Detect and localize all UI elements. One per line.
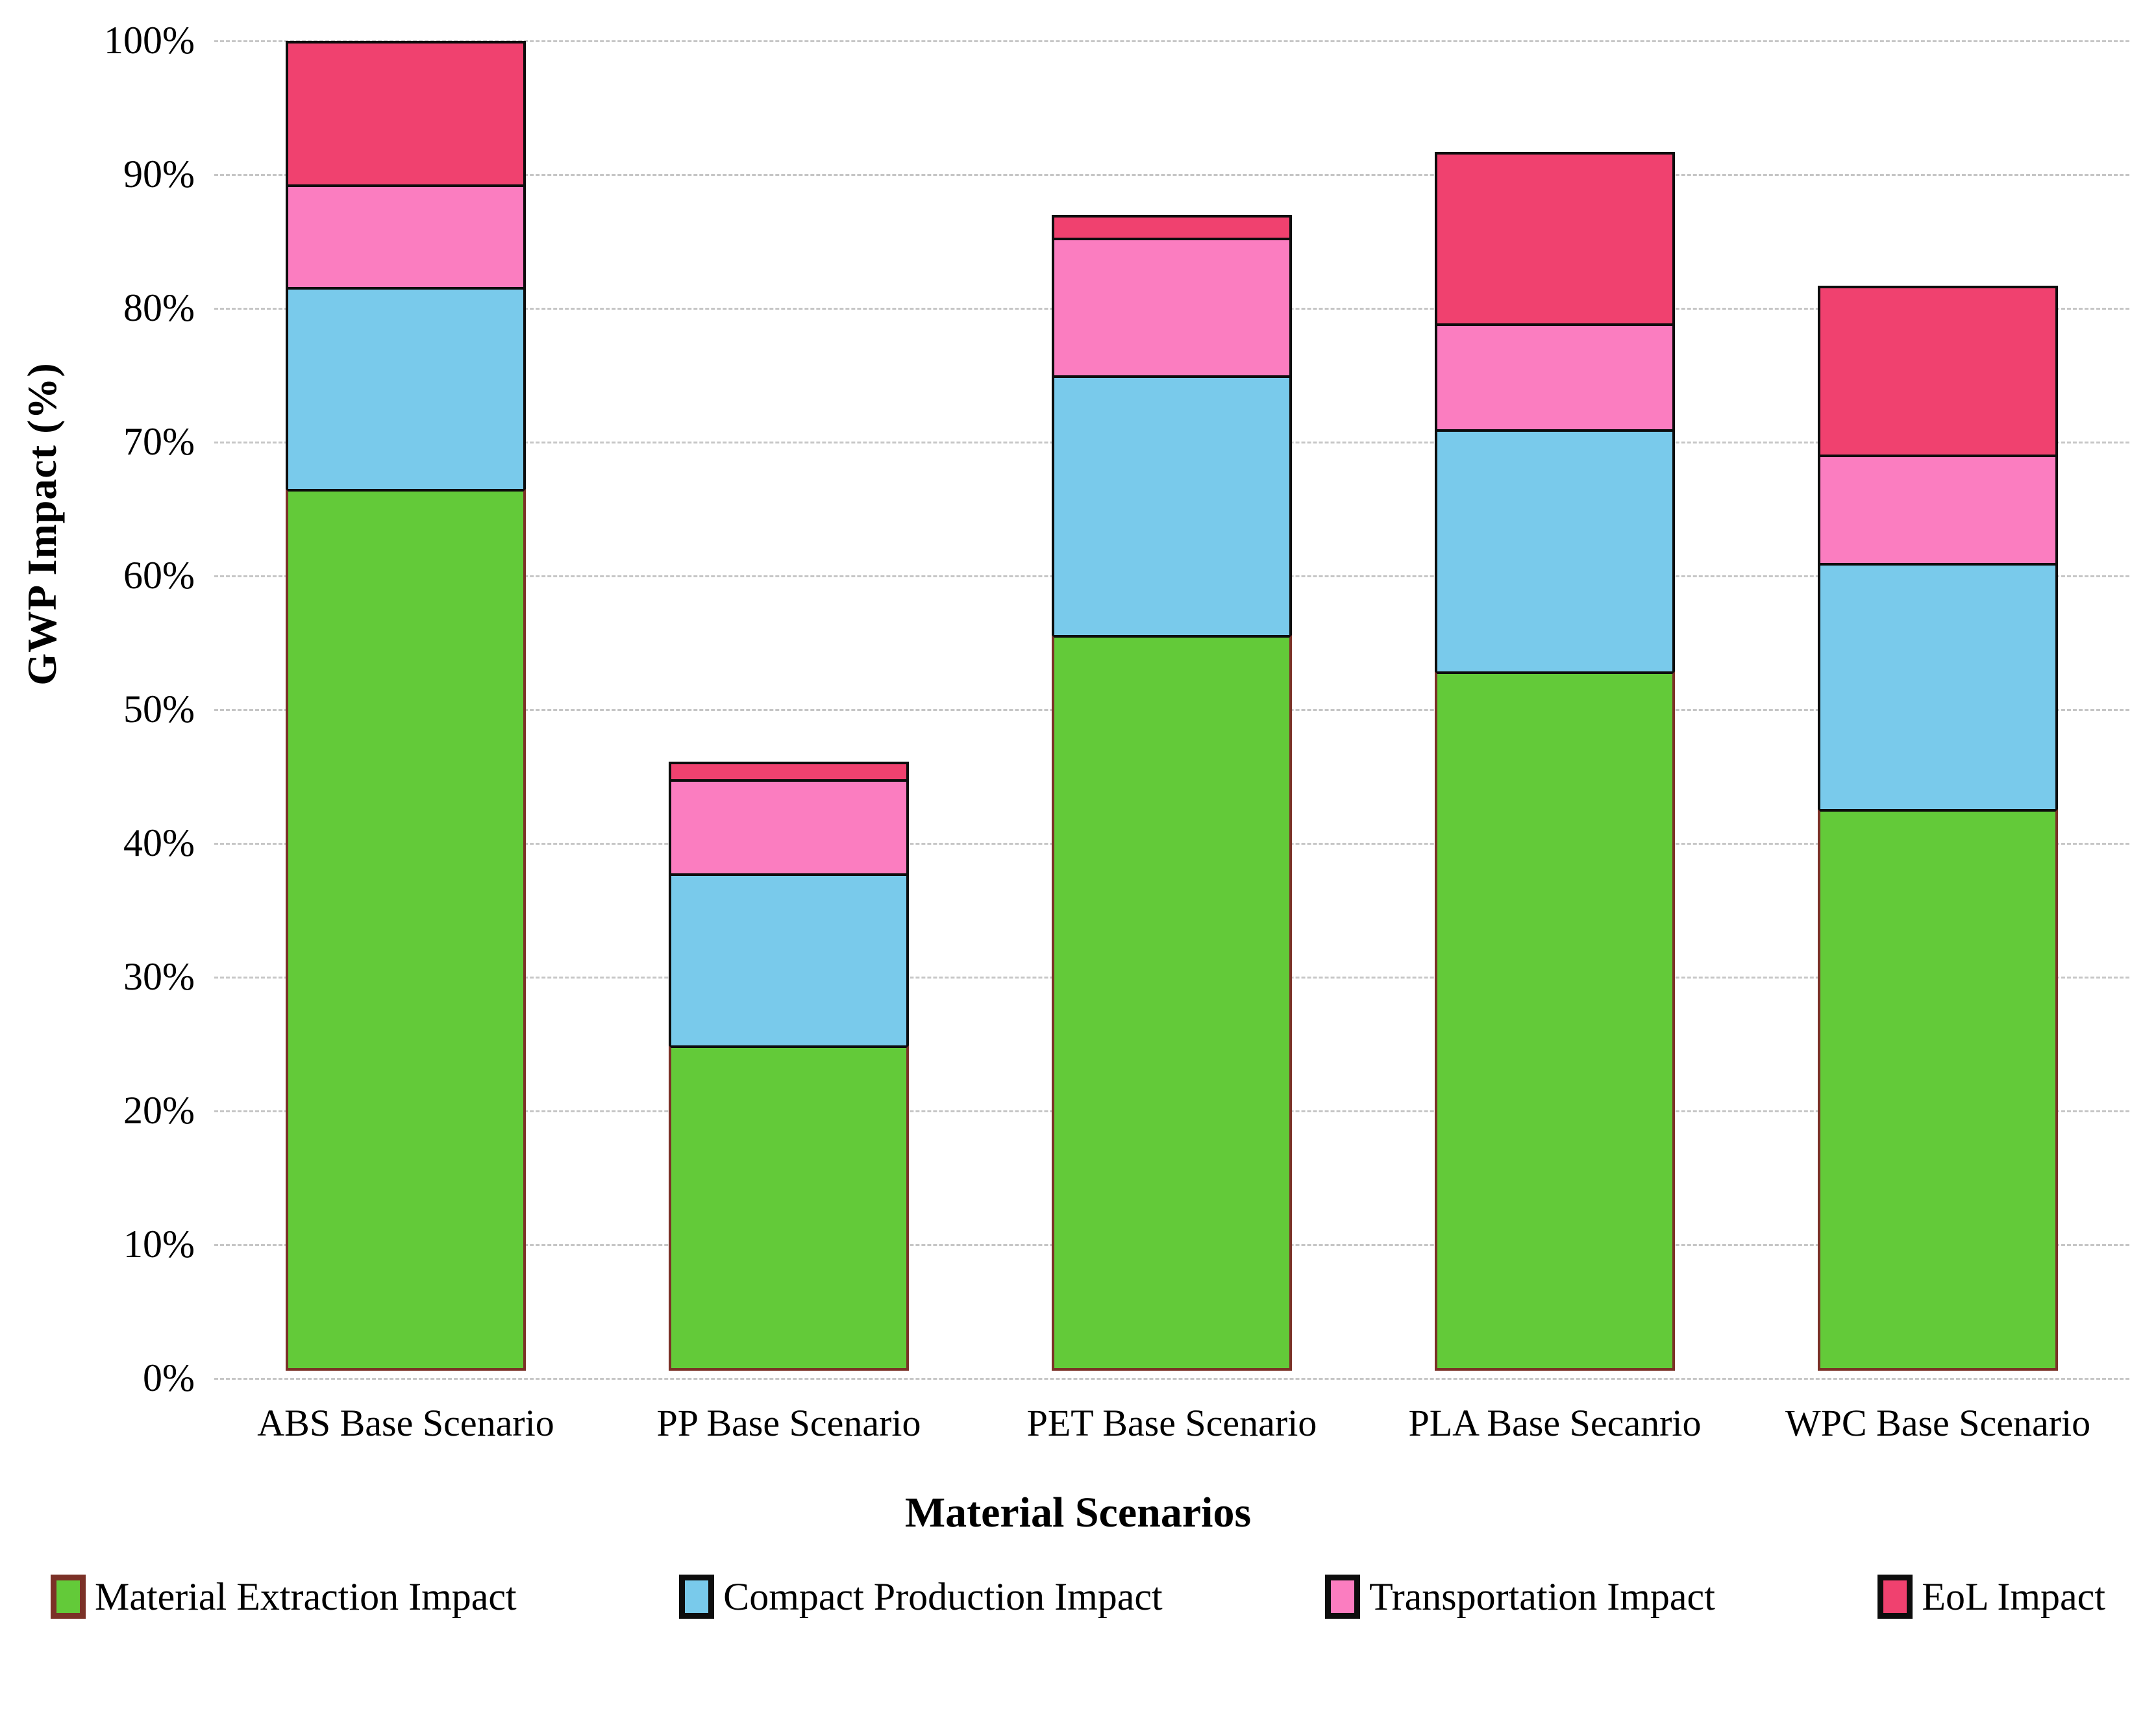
y-tick-label: 70%	[123, 420, 195, 463]
stacked-bar-pp	[669, 762, 909, 1378]
legend-label: EoL Impact	[1922, 1575, 2105, 1618]
stacked-bar-wpc	[1818, 285, 2058, 1378]
bar-segment	[1052, 237, 1292, 379]
bar-segment	[1052, 214, 1292, 240]
y-tick-label: 10%	[123, 1223, 195, 1266]
bar-segment	[1435, 323, 1675, 432]
gridline-100%	[214, 40, 2129, 42]
bar-segment	[1435, 671, 1675, 1371]
bar-segment	[286, 184, 526, 290]
y-tick-label: 0%	[143, 1356, 195, 1399]
y-tick-label: 20%	[123, 1089, 195, 1132]
x-tick-label: PET Base Scenario	[1026, 1402, 1317, 1444]
y-tick-label: 30%	[123, 955, 195, 998]
x-tick-label: PP Base Scenario	[656, 1402, 921, 1444]
bar-segment	[1818, 808, 2058, 1371]
bar-segment	[1818, 285, 2058, 457]
y-tick-label: 50%	[123, 688, 195, 730]
legend-swatch-icon	[51, 1575, 86, 1619]
x-tick-label: ABS Base Scenario	[257, 1402, 554, 1444]
y-tick-label: 40%	[123, 821, 195, 864]
bar-segment	[1818, 562, 2058, 812]
y-axis-title: GWP Impact (%)	[19, 362, 65, 686]
gridline-90%	[214, 174, 2129, 176]
bar-segment	[1052, 634, 1292, 1371]
bar-segment	[1052, 375, 1292, 638]
bar-segment	[669, 1045, 909, 1371]
legend-swatch-icon	[1325, 1575, 1361, 1619]
y-tick-label: 60%	[123, 554, 195, 597]
chart-legend: Material Extraction Impact Compact Produc…	[0, 1574, 2156, 1619]
stacked-bar-pla	[1435, 151, 1675, 1378]
bar-segment	[1435, 151, 1675, 326]
bar-segment	[1435, 429, 1675, 674]
stacked-bar-abs	[286, 41, 526, 1378]
bar-segment	[286, 41, 526, 187]
bar-segment	[669, 779, 909, 876]
legend-item: EoL Impact	[1877, 1574, 2105, 1619]
legend-swatch-icon	[1877, 1575, 1913, 1619]
x-tick-label: WPC Base Scenario	[1785, 1402, 2091, 1444]
bar-segment	[1818, 454, 2058, 566]
bar-segment	[286, 489, 526, 1371]
stacked-bar-pet	[1052, 214, 1292, 1378]
legend-item: Transportation Impact	[1325, 1574, 1715, 1619]
bar-segment	[286, 287, 526, 492]
legend-label: Transportation Impact	[1369, 1575, 1715, 1618]
x-tick-label: PLA Base Secanrio	[1408, 1402, 1702, 1444]
y-tick-label: 80%	[123, 286, 195, 329]
x-axis-title: Material Scenarios	[904, 1489, 1252, 1536]
gridline-0%	[214, 1378, 2129, 1380]
bar-segment	[669, 873, 909, 1049]
y-tick-label: 90%	[123, 153, 195, 195]
legend-item: Material Extraction Impact	[51, 1574, 517, 1619]
legend-item: Compact Production Impact	[679, 1574, 1163, 1619]
legend-swatch-icon	[679, 1575, 715, 1619]
y-tick-label: 100%	[104, 19, 195, 62]
legend-label: Material Extraction Impact	[95, 1575, 517, 1618]
legend-label: Compact Production Impact	[723, 1575, 1163, 1618]
